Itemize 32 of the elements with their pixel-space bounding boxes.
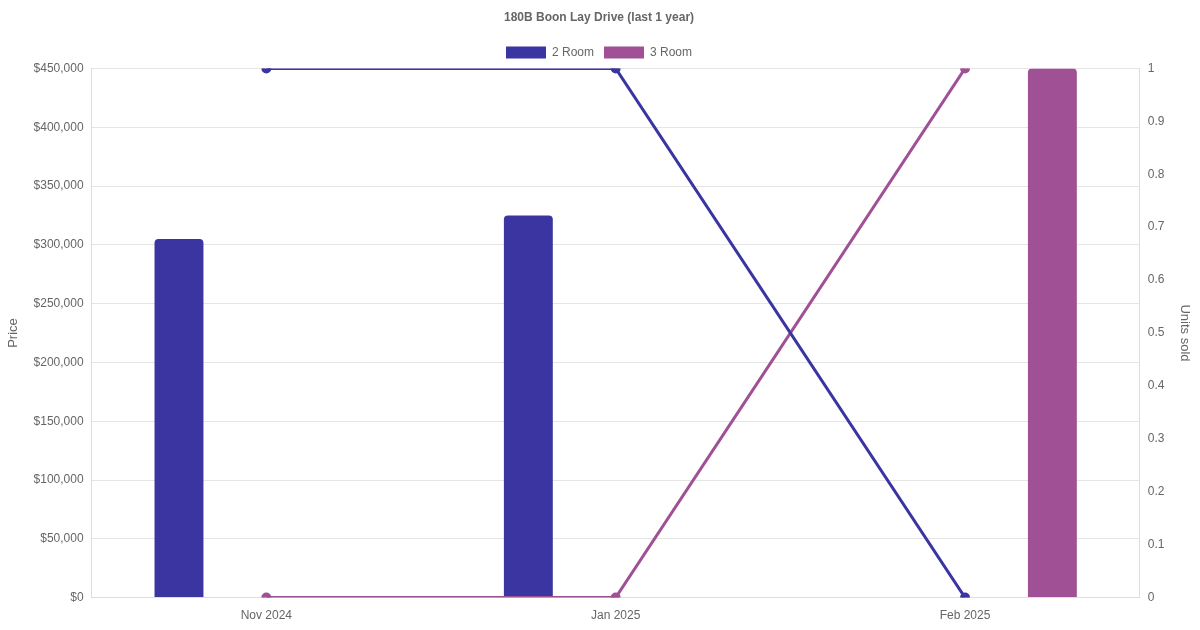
y2-tick-label: 0 <box>1147 589 1155 604</box>
y2-tick-label: 0.9 <box>1147 113 1165 128</box>
y-tick-label: $50,000 <box>40 531 84 546</box>
x-tick-label: Nov 2024 <box>240 608 293 623</box>
y2-axis-title: Units sold <box>1177 304 1193 362</box>
y2-tick-label: 0.6 <box>1147 272 1165 287</box>
y2-tick-label: 0.7 <box>1147 219 1165 234</box>
y-tick-label: $300,000 <box>33 237 84 252</box>
x-tick-label: Jan 2025 <box>590 608 641 623</box>
y2-tick-label: 0.8 <box>1147 166 1165 181</box>
y-tick-label: $400,000 <box>33 119 84 134</box>
y-tick-label: $150,000 <box>33 413 84 428</box>
y-tick-label: $250,000 <box>33 295 84 310</box>
y2-tick-label: 0.3 <box>1147 431 1165 446</box>
y-axis-title: Price <box>5 318 21 348</box>
y-tick-label: $200,000 <box>33 354 84 369</box>
y2-tick-label: 0.1 <box>1147 536 1165 551</box>
bar <box>1027 68 1077 598</box>
x-tick-label: Feb 2025 <box>939 608 991 623</box>
y2-tick-label: 0.5 <box>1147 325 1165 340</box>
y2-tick-label: 0.2 <box>1147 484 1165 499</box>
chart-title: 180B Boon Lay Drive (last 1 year) <box>503 9 695 24</box>
y2-tick-label: 0.4 <box>1147 378 1165 393</box>
y-tick-label: $450,000 <box>33 60 84 75</box>
bar <box>154 238 204 598</box>
y2-tick-label: 1 <box>1147 60 1155 75</box>
y-tick-label: $100,000 <box>33 472 84 487</box>
legend-label: 2 Room <box>551 44 595 59</box>
bar <box>503 215 553 598</box>
y-tick-label: $0 <box>70 589 84 604</box>
legend-label: 3 Room <box>650 44 693 59</box>
y-tick-label: $350,000 <box>33 178 84 193</box>
